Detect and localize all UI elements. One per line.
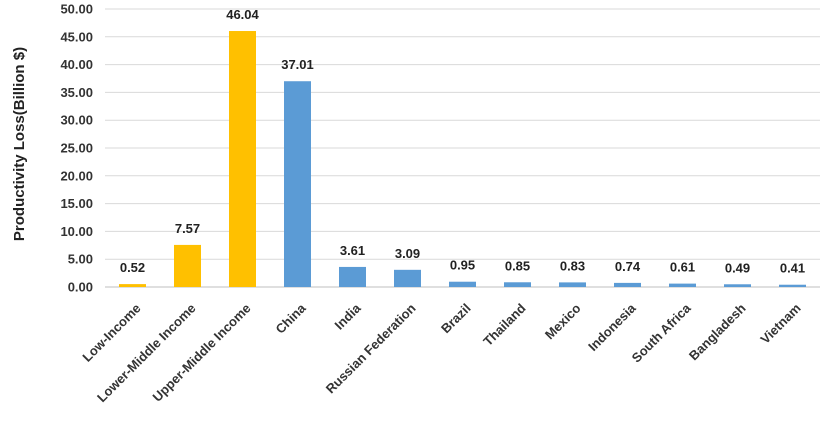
- x-tick-label: Thailand: [480, 300, 528, 348]
- y-axis-ticks: 0.00 5.00 10.00 15.00 20.00 25.00 30.00 35.00 40…: [60, 2, 93, 295]
- bar: [779, 284, 806, 287]
- y-tick-label: 25.00: [60, 141, 93, 156]
- x-tick-label: Indonesia: [585, 300, 639, 354]
- data-label: 46.04: [226, 7, 259, 22]
- x-tick-label: Russian Federation: [323, 300, 419, 396]
- x-tick-label: Brazil: [438, 301, 474, 337]
- data-label: 0.41: [780, 261, 805, 276]
- bar: [174, 244, 201, 287]
- gridlines: [105, 8, 820, 288]
- data-label: 0.83: [560, 258, 585, 273]
- y-tick-label: 35.00: [60, 85, 93, 100]
- data-label: 0.74: [615, 259, 641, 274]
- x-tick-label: Vietnam: [757, 301, 803, 347]
- y-tick-label: 5.00: [68, 252, 93, 267]
- y-tick-label: 40.00: [60, 57, 93, 72]
- bar: [339, 266, 366, 287]
- data-label: 3.61: [340, 243, 365, 258]
- y-tick-label: 30.00: [60, 113, 93, 128]
- y-tick-label: 10.00: [60, 224, 93, 239]
- bar: [449, 281, 476, 287]
- bar: [724, 284, 751, 287]
- bar: [559, 282, 586, 287]
- y-tick-label: 15.00: [60, 196, 93, 211]
- bar: [504, 282, 531, 287]
- y-tick-label: 20.00: [60, 168, 93, 183]
- data-label: 37.01: [281, 57, 314, 72]
- bars: [119, 31, 806, 288]
- data-label: 0.49: [725, 260, 750, 275]
- bar: [119, 284, 146, 287]
- x-tick-label: South Africa: [629, 300, 694, 365]
- bar: [394, 269, 421, 287]
- bar: [284, 81, 311, 288]
- data-label: 0.61: [670, 260, 695, 275]
- data-label: 0.95: [450, 258, 475, 273]
- y-axis-title: Productivity Loss(Billion $): [11, 47, 28, 241]
- x-tick-label: India: [332, 300, 365, 333]
- y-tick-label: 0.00: [68, 280, 93, 295]
- y-tick-label: 50.00: [60, 2, 93, 17]
- data-label: 3.09: [395, 246, 420, 261]
- x-tick-label: Bangladesh: [686, 300, 749, 363]
- data-label: 7.57: [175, 221, 200, 236]
- bar: [614, 282, 641, 287]
- data-labels: 0.52 7.57 46.04 37.01 3.61 3.09 0.95 0.85 0.83 0.…: [120, 7, 805, 276]
- x-tick-label: Upper-Middle Income: [150, 301, 254, 405]
- x-tick-label: China: [272, 300, 309, 337]
- bar: [669, 283, 696, 287]
- y-tick-label: 45.00: [60, 29, 93, 44]
- data-label: 0.52: [120, 260, 145, 275]
- data-label: 0.85: [505, 258, 530, 273]
- bar: [229, 31, 256, 288]
- x-tick-label: Mexico: [542, 300, 584, 342]
- x-tick-label: Lower-Middle Income: [94, 301, 199, 406]
